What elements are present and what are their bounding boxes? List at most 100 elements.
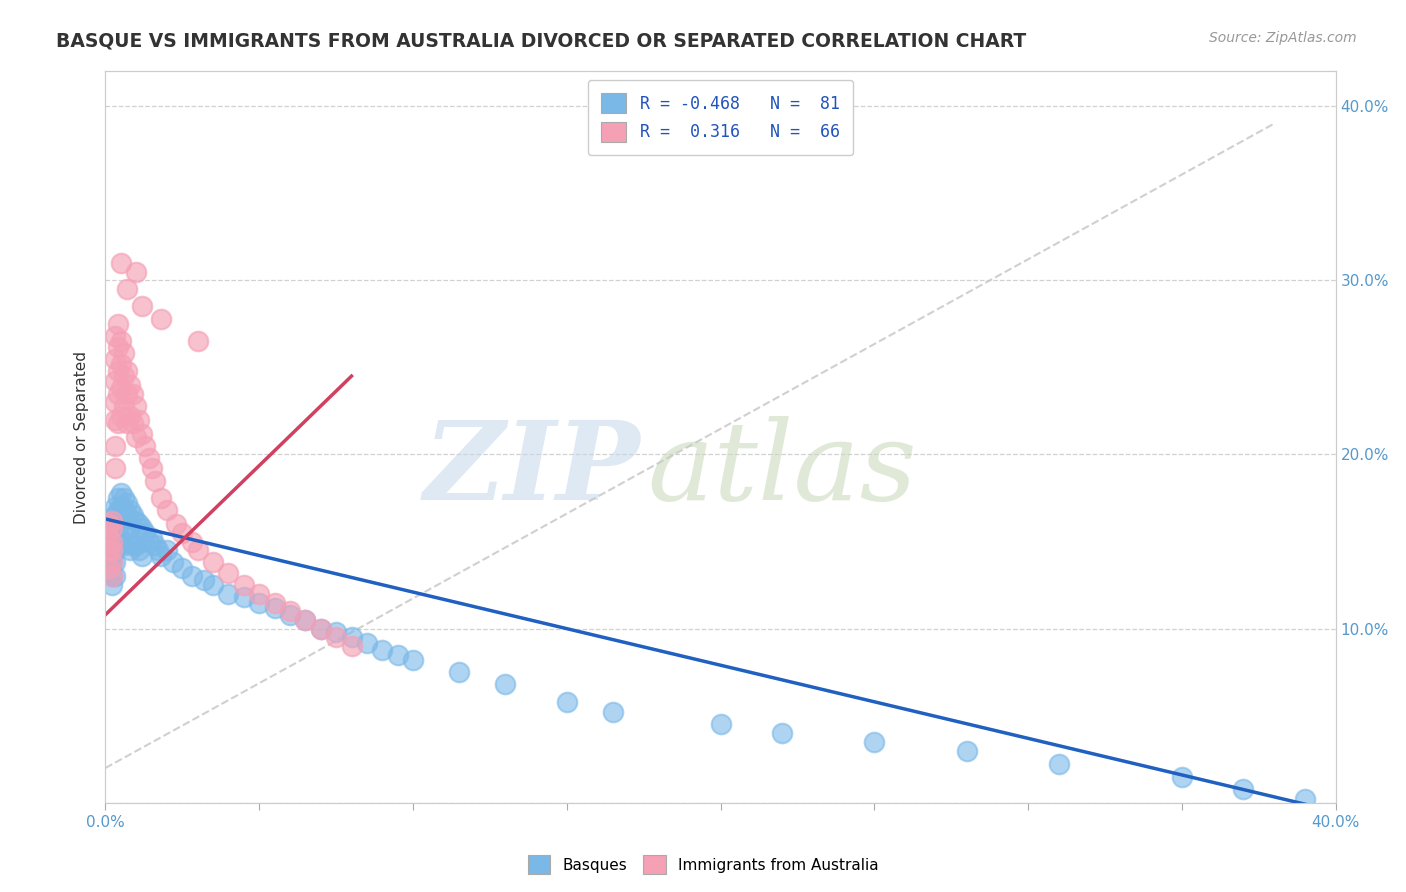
Point — [110, 534, 132, 549]
Point — [115, 496, 138, 510]
Point — [863, 735, 886, 749]
Point — [104, 375, 127, 389]
Point — [218, 566, 240, 580]
Text: Source: ZipAtlas.com: Source: ZipAtlas.com — [1209, 31, 1357, 45]
Point — [146, 543, 169, 558]
Point — [110, 256, 132, 270]
Point — [128, 412, 150, 426]
Point — [97, 525, 120, 540]
Point — [100, 517, 122, 532]
Point — [128, 543, 150, 558]
Point — [112, 369, 135, 384]
Point — [110, 500, 132, 514]
Point — [325, 625, 347, 640]
Point — [125, 399, 148, 413]
Point — [187, 543, 209, 558]
Point — [100, 549, 122, 563]
Point — [104, 531, 127, 545]
Point — [187, 334, 209, 349]
Point — [115, 534, 138, 549]
Point — [112, 538, 135, 552]
Point — [125, 265, 148, 279]
Legend: R = -0.468   N =  81, R =  0.316   N =  66: R = -0.468 N = 81, R = 0.316 N = 66 — [588, 79, 853, 155]
Point — [104, 351, 127, 366]
Point — [131, 549, 153, 563]
Point — [110, 409, 132, 424]
Point — [402, 653, 425, 667]
Point — [956, 743, 979, 757]
Point — [107, 491, 129, 505]
Point — [120, 377, 141, 392]
Point — [555, 695, 578, 709]
Point — [180, 534, 202, 549]
Point — [340, 639, 363, 653]
Point — [172, 525, 194, 540]
Point — [131, 521, 153, 535]
Point — [104, 439, 127, 453]
Point — [294, 613, 316, 627]
Point — [115, 282, 138, 296]
Point — [100, 556, 122, 570]
Point — [100, 525, 122, 540]
Point — [100, 578, 122, 592]
Point — [120, 409, 141, 424]
Point — [143, 474, 166, 488]
Point — [104, 543, 127, 558]
Point — [172, 560, 194, 574]
Text: BASQUE VS IMMIGRANTS FROM AUSTRALIA DIVORCED OR SEPARATED CORRELATION CHART: BASQUE VS IMMIGRANTS FROM AUSTRALIA DIVO… — [56, 31, 1026, 50]
Point — [107, 364, 129, 378]
Point — [100, 569, 122, 583]
Point — [156, 543, 179, 558]
Point — [149, 491, 172, 505]
Point — [97, 556, 120, 570]
Point — [247, 595, 270, 609]
Point — [104, 508, 127, 523]
Point — [156, 503, 179, 517]
Point — [356, 635, 378, 649]
Point — [340, 631, 363, 645]
Point — [100, 556, 122, 570]
Point — [263, 600, 285, 615]
Point — [309, 622, 332, 636]
Point — [131, 300, 153, 314]
Point — [202, 578, 225, 592]
Legend: Basques, Immigrants from Australia: Basques, Immigrants from Australia — [522, 849, 884, 880]
Point — [104, 556, 127, 570]
Point — [104, 329, 127, 343]
Point — [143, 538, 166, 552]
Point — [112, 491, 135, 505]
Point — [112, 346, 135, 360]
Point — [387, 648, 409, 662]
Point — [115, 508, 138, 523]
Point — [110, 357, 132, 371]
Point — [180, 569, 202, 583]
Point — [97, 538, 120, 552]
Point — [232, 591, 254, 605]
Point — [110, 485, 132, 500]
Point — [100, 538, 122, 552]
Point — [107, 317, 129, 331]
Point — [112, 399, 135, 413]
Point — [107, 521, 129, 535]
Point — [325, 631, 347, 645]
Point — [97, 560, 120, 574]
Point — [125, 514, 148, 528]
Point — [141, 531, 163, 545]
Point — [104, 517, 127, 532]
Point — [202, 556, 225, 570]
Point — [100, 514, 122, 528]
Point — [122, 538, 145, 552]
Point — [104, 412, 127, 426]
Point — [110, 381, 132, 395]
Point — [107, 503, 129, 517]
Point — [100, 521, 122, 535]
Point — [449, 665, 471, 680]
Point — [278, 604, 301, 618]
Point — [110, 334, 132, 349]
Point — [112, 521, 135, 535]
Point — [294, 613, 316, 627]
Point — [104, 500, 127, 514]
Point — [134, 439, 156, 453]
Point — [104, 395, 127, 409]
Point — [263, 595, 285, 609]
